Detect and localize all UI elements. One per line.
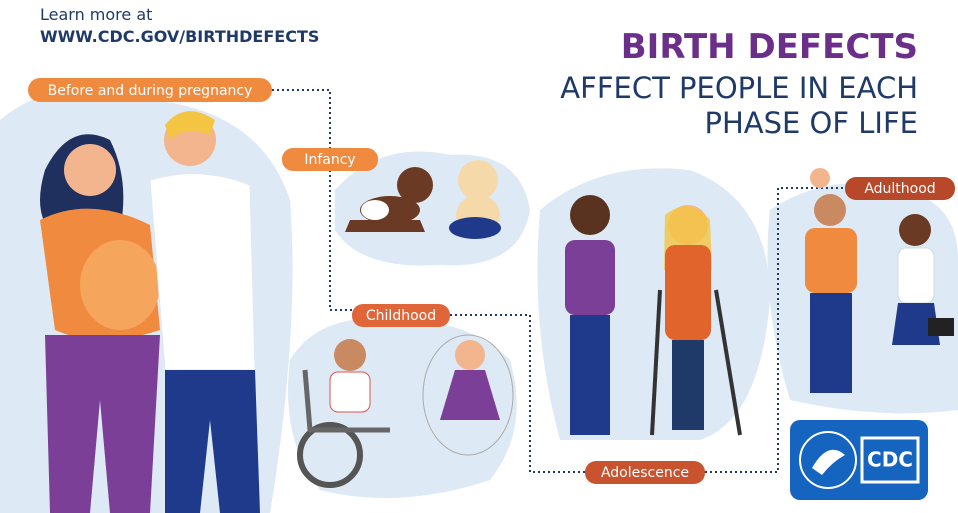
phase-label: Adulthood <box>845 177 955 200</box>
phase-label: Adolescence <box>585 461 705 484</box>
phase-text: Adolescence <box>601 465 689 481</box>
phase-label: Before and during pregnancy <box>28 78 272 102</box>
phase-label: Childhood <box>352 304 450 327</box>
phase-text: Childhood <box>366 308 436 324</box>
connector <box>272 89 845 473</box>
phase-label: Infancy <box>282 148 378 171</box>
figure-teens <box>565 195 742 436</box>
url: WWW.CDC.GOV/BIRTHDEFECTS <box>40 27 319 46</box>
phase-text: Before and during pregnancy <box>48 83 253 99</box>
logo-text: CDC <box>867 448 913 472</box>
title-line: PHASE OF LIFE <box>704 106 918 140</box>
title-line: AFFECT PEOPLE IN EACH <box>560 71 918 105</box>
figure-children <box>297 334 514 488</box>
figure-infants <box>345 160 501 239</box>
figure-couple <box>40 111 260 513</box>
phase-text: Infancy <box>304 152 355 168</box>
intro: Learn more at <box>40 5 152 24</box>
figure-adults <box>805 168 954 393</box>
phase-text: Adulthood <box>864 181 935 197</box>
title-line: BIRTH DEFECTS <box>621 27 918 67</box>
logo: CDC <box>790 420 928 500</box>
